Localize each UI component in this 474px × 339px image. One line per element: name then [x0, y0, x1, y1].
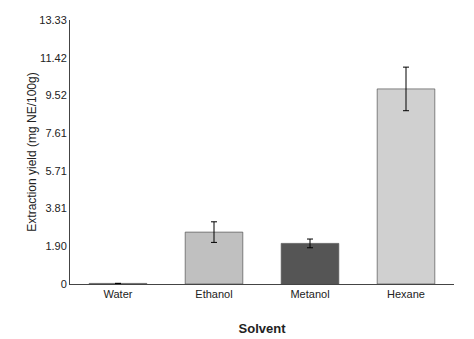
svg-text:Water: Water [104, 288, 133, 300]
svg-text:3.81: 3.81 [45, 202, 66, 214]
svg-text:Hexane: Hexane [387, 288, 425, 300]
svg-text:Extraction yield (mg NE/100g): Extraction yield (mg NE/100g) [25, 72, 39, 231]
svg-text:Metanol: Metanol [290, 288, 329, 300]
svg-text:0: 0 [61, 278, 67, 290]
svg-text:Solvent: Solvent [239, 321, 287, 336]
svg-text:Ethanol: Ethanol [195, 288, 232, 300]
svg-text:9.52: 9.52 [45, 89, 66, 101]
svg-text:1.90: 1.90 [45, 240, 66, 252]
svg-text:13.33: 13.33 [39, 14, 67, 26]
svg-text:11.42: 11.42 [40, 52, 67, 64]
svg-text:7.61: 7.61 [45, 127, 66, 139]
svg-text:5.71: 5.71 [45, 165, 66, 177]
